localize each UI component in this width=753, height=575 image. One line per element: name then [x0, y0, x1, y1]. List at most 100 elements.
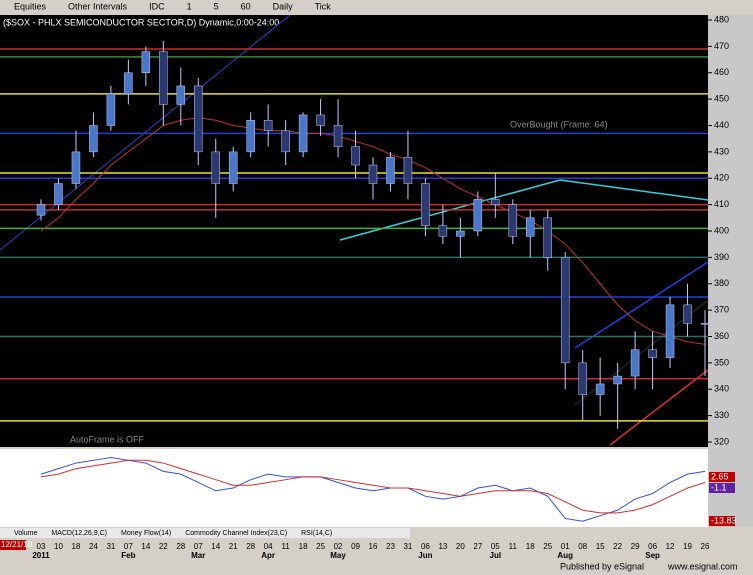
readout-box	[709, 472, 735, 482]
toolbar-button[interactable]: 5	[214, 1, 219, 11]
annotation: OverBought (Frame: 64)	[510, 119, 608, 129]
x-tick-label: 22	[613, 542, 622, 551]
month-label: Feb	[121, 551, 135, 560]
y-tick-label: 400	[714, 225, 729, 235]
candle-body	[421, 183, 430, 226]
candle-body	[508, 204, 518, 237]
candle-body	[124, 72, 133, 95]
x-tick-label: 14	[141, 542, 150, 551]
x-tick-label: 31	[403, 542, 412, 551]
candle-body	[386, 156, 395, 184]
y-tick-label: 330	[714, 410, 729, 420]
x-tick-label: 29	[631, 542, 640, 551]
month-label: May	[330, 551, 346, 560]
candle-body	[560, 257, 570, 364]
toolbar-button[interactable]: Other Intervals	[68, 1, 128, 11]
candle-body	[71, 151, 81, 184]
x-tick-label: 09	[351, 542, 360, 551]
candle-body	[438, 225, 448, 237]
toolbar-button[interactable]: Daily	[273, 1, 294, 11]
x-tick-label: 10	[54, 542, 63, 551]
y-tick-label: 440	[714, 120, 729, 130]
cyan-line	[559, 179, 709, 201]
x-tick-label: 27	[473, 542, 482, 551]
x-tick-label: 22	[159, 542, 168, 551]
candle-body	[333, 125, 343, 147]
x-tick-label: 18	[526, 542, 535, 551]
moving-average	[40, 117, 706, 345]
candle-body	[403, 156, 413, 184]
month-label: Jun	[418, 551, 432, 560]
month-label: Mar	[191, 551, 205, 560]
y-tick-label: 450	[714, 94, 729, 104]
price-panel	[0, 15, 708, 447]
x-tick-label: 11	[281, 542, 290, 551]
trendline	[0, 14, 291, 251]
y-tick-label: 340	[714, 384, 729, 394]
footer: Published by eSignal	[560, 561, 644, 571]
x-tick-label: 25	[316, 542, 325, 551]
toolbar-button[interactable]: Tick	[315, 1, 332, 11]
x-tick-label: 02	[334, 542, 343, 551]
candle-body	[648, 349, 657, 358]
x-tick-label: 18	[299, 542, 308, 551]
x-tick-label: 15	[596, 542, 605, 551]
candle-body	[491, 199, 500, 205]
candle-body	[456, 230, 465, 237]
candle-body	[298, 114, 308, 153]
candle-body	[316, 114, 325, 126]
date: 12/21/10	[1, 540, 33, 549]
month-label: 2011	[32, 551, 50, 560]
date-box	[0, 540, 26, 550]
toolbar-button[interactable]: 1	[187, 1, 192, 11]
candle-body	[54, 183, 63, 205]
month-label: Jul	[490, 551, 502, 560]
x-tick-label: 14	[211, 542, 220, 551]
panel-tab[interactable]: Volume	[14, 530, 37, 537]
panel-tab[interactable]: RSI(14,C)	[301, 530, 332, 537]
tab-bar	[0, 528, 410, 538]
channel-top	[574, 261, 709, 349]
toolbar-button[interactable]: 60	[241, 1, 251, 11]
candle-body	[578, 362, 587, 395]
x-tick-label: 23	[386, 542, 395, 551]
candle-body	[141, 51, 151, 74]
readout-box	[709, 516, 735, 526]
x-tick-label: 25	[543, 542, 552, 551]
candle-body	[159, 51, 168, 105]
x-tick-label: 07	[194, 542, 203, 551]
x-tick-label: 31	[106, 542, 115, 551]
panel-tab[interactable]: Money Flow(14)	[121, 530, 171, 537]
x-tick-label: 20	[456, 542, 465, 551]
candle-body	[351, 146, 360, 166]
y-tick-label: 420	[714, 173, 729, 183]
y-tick-label: 410	[714, 199, 729, 209]
candle-body	[281, 130, 290, 153]
x-tick-label: 28	[176, 542, 185, 551]
candle-body	[665, 304, 675, 358]
x-tick-label: 08	[578, 542, 587, 551]
panel-tab[interactable]: Commodity Channel Index(23,C)	[185, 530, 287, 537]
toolbar-button[interactable]: Equities	[14, 1, 47, 11]
x-tick-label: 06	[421, 542, 430, 551]
candle-body	[194, 85, 203, 153]
macd-readout: 2.65	[711, 471, 729, 481]
chart-title: ($SOX - PHLX SEMICONDUCTOR SECTOR,D) Dyn…	[3, 17, 279, 27]
panel-tab[interactable]: MACD(12,26,9,C)	[51, 530, 107, 537]
toolbar-button[interactable]: IDC	[149, 1, 165, 11]
candle-body	[683, 304, 692, 324]
y-tick-label: 360	[714, 331, 729, 341]
y-tick-label: 380	[714, 278, 729, 288]
candle-body	[630, 349, 640, 377]
x-tick-label: 28	[246, 542, 255, 551]
month-label: Sep	[645, 551, 660, 560]
readout-box	[709, 483, 735, 493]
x-tick-label: 19	[683, 542, 692, 551]
x-tick-label: 05	[491, 542, 500, 551]
footer-url: www.esignal.com	[667, 561, 738, 571]
y-tick-label: 470	[714, 41, 729, 51]
candle-body	[246, 119, 255, 153]
x-tick-label: 16	[369, 542, 378, 551]
x-tick-label: 07	[124, 542, 133, 551]
